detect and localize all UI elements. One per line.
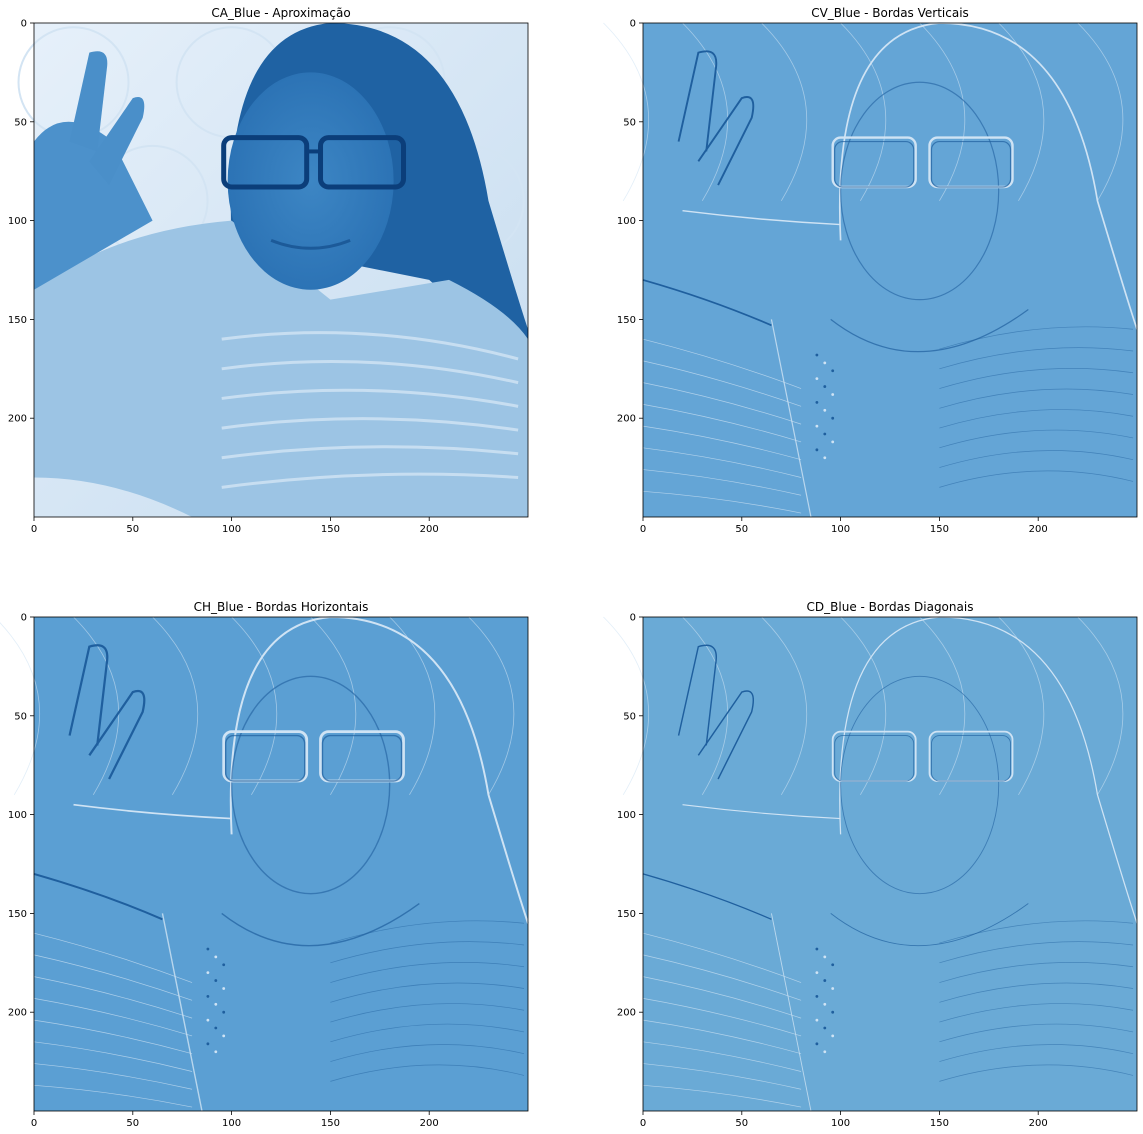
y-tick-label: 50 bbox=[623, 117, 636, 128]
y-tick-label: 50 bbox=[14, 117, 27, 128]
y-tick-label: 0 bbox=[630, 19, 636, 30]
x-tick-label: 200 bbox=[1029, 524, 1048, 535]
x-tick-label: 50 bbox=[735, 524, 748, 535]
panel-title: CA_Blue - Aproximação bbox=[211, 6, 350, 20]
y-tick-label: 200 bbox=[8, 414, 27, 425]
image-ch bbox=[0, 616, 529, 1112]
x-tick-label: 150 bbox=[321, 524, 340, 535]
axes-frame bbox=[642, 22, 1138, 518]
y-tick-label: 150 bbox=[617, 315, 636, 326]
x-tick-label: 100 bbox=[222, 524, 241, 535]
y-tick-label: 150 bbox=[8, 909, 27, 920]
x-tick-label: 200 bbox=[420, 1118, 439, 1129]
y-tick-label: 100 bbox=[8, 810, 27, 821]
x-tick-label: 200 bbox=[420, 524, 439, 535]
image-cd bbox=[603, 616, 1138, 1112]
x-tick-label: 0 bbox=[640, 524, 646, 535]
panel-cd: CD_Blue - Bordas Diagonais 0 50 100 150 200 0 5… bbox=[603, 600, 1138, 1129]
x-tick-label: 0 bbox=[31, 524, 37, 535]
x-tick-label: 100 bbox=[831, 524, 850, 535]
y-tick-label: 100 bbox=[617, 810, 636, 821]
axes-frame bbox=[33, 616, 529, 1112]
x-tick-label: 50 bbox=[126, 1118, 139, 1129]
x-tick-label: 150 bbox=[930, 1118, 949, 1129]
y-tick-label: 200 bbox=[8, 1008, 27, 1019]
y-tick-label: 50 bbox=[14, 711, 27, 722]
panel-ch: CH_Blue - Bordas Horizontais 0 50 100 150 200… bbox=[0, 600, 529, 1129]
x-tick-label: 0 bbox=[640, 1118, 646, 1129]
x-tick-label: 0 bbox=[31, 1118, 37, 1129]
y-tick-label: 200 bbox=[617, 414, 636, 425]
x-tick-label: 150 bbox=[321, 1118, 340, 1129]
x-tick-label: 200 bbox=[1029, 1118, 1048, 1129]
y-tick-label: 50 bbox=[623, 711, 636, 722]
y-tick-label: 150 bbox=[8, 315, 27, 326]
y-tick-label: 100 bbox=[8, 216, 27, 227]
panel-cv: CV_Blue - Bordas Verticais 0 50 100 150 200 0 5… bbox=[603, 6, 1138, 535]
y-tick-label: 150 bbox=[617, 909, 636, 920]
x-tick-label: 100 bbox=[222, 1118, 241, 1129]
x-tick-label: 150 bbox=[930, 524, 949, 535]
panel-title: CV_Blue - Bordas Verticais bbox=[811, 6, 969, 20]
x-tick-label: 100 bbox=[831, 1118, 850, 1129]
x-tick-label: 50 bbox=[126, 524, 139, 535]
y-tick-label: 0 bbox=[630, 613, 636, 624]
x-tick-label: 50 bbox=[735, 1118, 748, 1129]
y-tick-label: 0 bbox=[21, 19, 27, 30]
image-cv bbox=[603, 22, 1138, 518]
panel-ca: CA_Blue - Aproximação 0 50 100 150 200 0 50 100 1… bbox=[8, 6, 529, 535]
axes-frame bbox=[33, 22, 529, 518]
panel-title: CH_Blue - Bordas Horizontais bbox=[194, 600, 369, 614]
y-tick-label: 100 bbox=[617, 216, 636, 227]
image-ca bbox=[17, 23, 528, 517]
y-tick-label: 200 bbox=[617, 1008, 636, 1019]
y-tick-label: 0 bbox=[21, 613, 27, 624]
panel-title: CD_Blue - Bordas Diagonais bbox=[807, 600, 974, 614]
axes-frame bbox=[642, 616, 1138, 1112]
